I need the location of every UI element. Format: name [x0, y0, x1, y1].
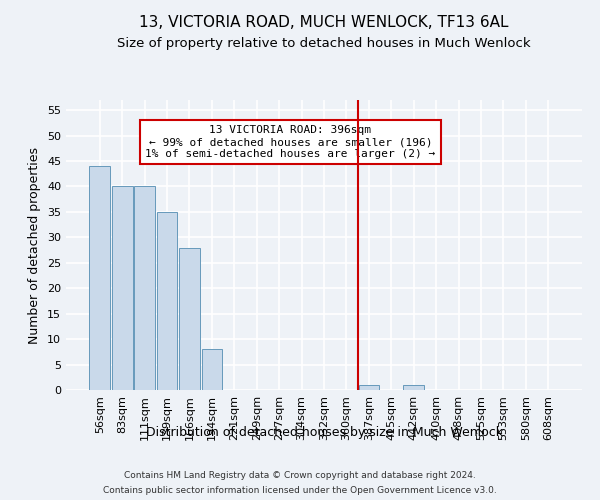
Text: Contains HM Land Registry data © Crown copyright and database right 2024.: Contains HM Land Registry data © Crown c… — [124, 471, 476, 480]
Bar — [403, 385, 424, 390]
Bar — [359, 385, 379, 390]
Bar — [179, 248, 200, 390]
Text: Size of property relative to detached houses in Much Wenlock: Size of property relative to detached ho… — [117, 38, 531, 51]
Text: Distribution of detached houses by size in Much Wenlock: Distribution of detached houses by size … — [146, 426, 503, 439]
Text: 13 VICTORIA ROAD: 396sqm
← 99% of detached houses are smaller (196)
1% of semi-d: 13 VICTORIA ROAD: 396sqm ← 99% of detach… — [145, 126, 436, 158]
Bar — [112, 186, 133, 390]
Text: 13, VICTORIA ROAD, MUCH WENLOCK, TF13 6AL: 13, VICTORIA ROAD, MUCH WENLOCK, TF13 6A… — [139, 15, 509, 30]
Bar — [134, 186, 155, 390]
Bar — [202, 350, 222, 390]
Bar — [157, 212, 178, 390]
Y-axis label: Number of detached properties: Number of detached properties — [28, 146, 41, 344]
Text: Contains public sector information licensed under the Open Government Licence v3: Contains public sector information licen… — [103, 486, 497, 495]
Bar — [89, 166, 110, 390]
